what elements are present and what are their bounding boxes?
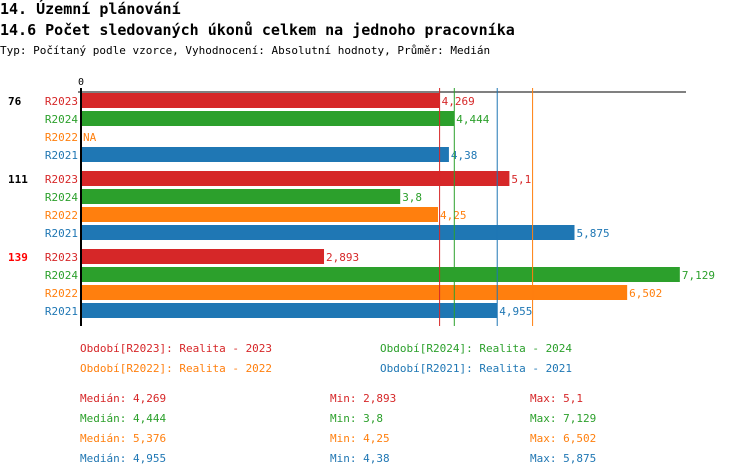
series-label: R2022	[45, 131, 78, 144]
stat-max: Max: 5,1	[530, 392, 583, 405]
stat-min: Min: 4,25	[330, 432, 390, 445]
section-title: 14. Územní plánování	[0, 0, 181, 18]
bar-chart: 0 76 R2023 4,269 R2024 4,444 R2022 NA R2021 4,38 1…	[8, 77, 715, 326]
stat-median: Medián: 4,269	[80, 392, 167, 405]
bar-R2024	[81, 111, 455, 126]
data-label: NA	[83, 131, 97, 144]
chart-subtitle: Typ: Počítaný podle vzorce, Vyhodnocení:…	[0, 44, 491, 57]
legend-r2021: Období[R2021]: Realita - 2021	[380, 362, 573, 375]
series-label: R2022	[45, 287, 78, 300]
bar-R2022	[81, 207, 438, 222]
legend-r2023: Období[R2023]: Realita - 2023	[80, 342, 273, 355]
data-label: 2,893	[326, 251, 359, 264]
data-label: 4,269	[442, 95, 475, 108]
bar-R2021	[81, 147, 449, 162]
series-label: R2023	[45, 173, 78, 186]
bar-R2023	[81, 171, 510, 186]
bar-R2024	[81, 267, 680, 282]
axis-tick-0: 0	[78, 77, 84, 88]
series-label: R2023	[45, 95, 78, 108]
data-label: 3,8	[402, 191, 422, 204]
stat-max: Max: 5,875	[530, 452, 597, 465]
stat-max: Max: 7,129	[530, 412, 597, 425]
stat-min: Min: 2,893	[330, 392, 397, 405]
bar-R2024	[81, 189, 401, 204]
stat-median: Medián: 5,376	[80, 432, 167, 445]
stat-median: Medián: 4,955	[80, 452, 167, 465]
data-label: 4,38	[451, 149, 478, 162]
data-label: 7,129	[682, 269, 715, 282]
data-label: 4,955	[499, 305, 532, 318]
stat-median: Medián: 4,444	[80, 412, 167, 425]
stat-min: Min: 3,8	[330, 412, 383, 425]
series-label: R2023	[45, 251, 78, 264]
series-label: R2024	[45, 269, 78, 282]
group-label: 139	[8, 251, 28, 264]
data-label: 4,444	[456, 113, 489, 126]
legend-r2024: Období[R2024]: Realita - 2024	[380, 342, 573, 355]
series-label: R2022	[45, 209, 78, 222]
bar-R2023	[81, 93, 440, 108]
bar-R2022	[81, 285, 628, 300]
stat-min: Min: 4,38	[330, 452, 390, 465]
series-label: R2024	[45, 113, 78, 126]
data-label: 6,502	[629, 287, 662, 300]
legend-r2022: Období[R2022]: Realita - 2022	[80, 362, 273, 375]
bar-R2023	[81, 249, 325, 264]
group-label: 111	[8, 173, 28, 186]
data-label: 5,1	[511, 173, 531, 186]
data-label: 4,25	[440, 209, 467, 222]
bar-R2021	[81, 225, 575, 240]
data-label: 5,875	[577, 227, 610, 240]
series-label: R2021	[45, 149, 78, 162]
chart-title: 14.6 Počet sledovaných úkonů celkem na j…	[0, 21, 515, 39]
series-label: R2021	[45, 305, 78, 318]
group-label: 76	[8, 95, 22, 108]
bar-R2021	[81, 303, 498, 318]
series-label: R2024	[45, 191, 78, 204]
stat-max: Max: 6,502	[530, 432, 597, 445]
series-label: R2021	[45, 227, 78, 240]
